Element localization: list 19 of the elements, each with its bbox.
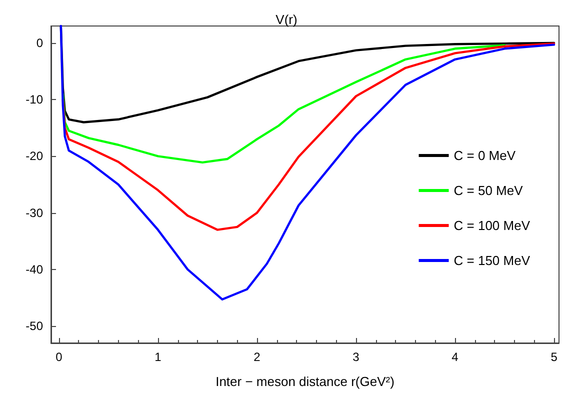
x-tick-label: 0 xyxy=(56,350,63,364)
chart-title: V(r) xyxy=(276,12,298,27)
x-axis-title: Inter − meson distance r(GeV²) xyxy=(216,374,394,389)
y-tick-label: 0 xyxy=(36,36,44,50)
legend-label: C = 50 MeV xyxy=(454,183,524,198)
y-tick-label: -50 xyxy=(26,319,44,334)
legend-label: C = 150 MeV xyxy=(454,253,530,268)
y-tick-label: -40 xyxy=(26,262,44,276)
x-tick-label: 5 xyxy=(550,350,558,364)
x-tick-label: 2 xyxy=(254,350,261,364)
legend-label: C = 0 MeV xyxy=(454,148,516,163)
x-tick-label: 3 xyxy=(352,350,360,364)
y-tick-label: -20 xyxy=(26,149,44,164)
line-series xyxy=(62,42,556,231)
x-tick-label: 4 xyxy=(452,350,459,364)
legend-label: C = 100 MeV xyxy=(454,218,530,233)
y-tick-label: -30 xyxy=(26,206,44,220)
x-tick-label: 1 xyxy=(154,350,162,364)
y-tick-label: -10 xyxy=(26,92,44,107)
